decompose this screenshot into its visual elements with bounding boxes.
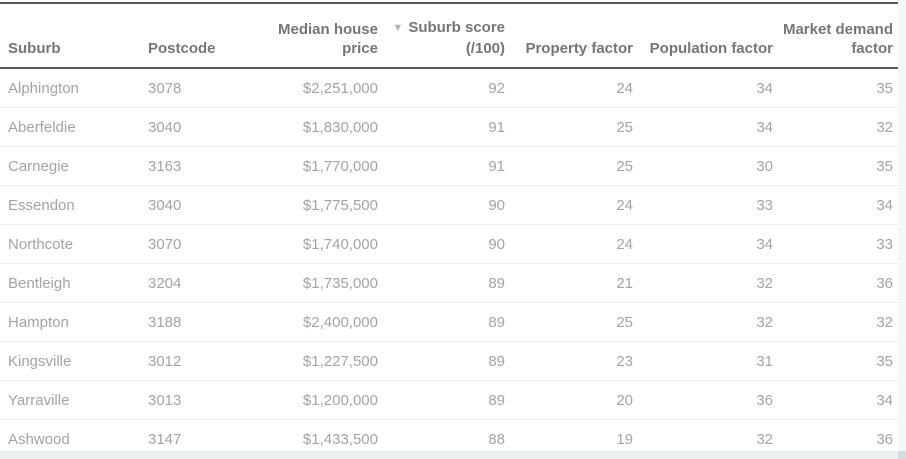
cell-suburb: Kingsville xyxy=(0,341,148,381)
column-header-postcode[interactable]: Postcode xyxy=(148,3,248,69)
column-header-market-demand-factor[interactable]: Market demand factor xyxy=(773,3,898,69)
cell-suburb-score: 91 xyxy=(378,107,505,147)
cell-postcode: 3040 xyxy=(148,107,248,147)
scrollbar-corner xyxy=(898,451,906,459)
table-row: Yarraville 3013 $1,200,000 89 20 36 34 xyxy=(0,380,898,420)
cell-median-house-price: $2,251,000 xyxy=(302,79,378,97)
cell-market-demand-factor: 35 xyxy=(876,79,893,97)
column-header-suburb[interactable]: Suburb xyxy=(0,3,148,69)
cell-suburb-score: 89 xyxy=(378,302,505,342)
table-row: Carnegie 3163 $1,770,000 91 25 30 35 xyxy=(0,146,898,186)
cell-suburb: Yarraville xyxy=(0,380,148,420)
table-row: Hampton 3188 $2,400,000 89 25 32 32 xyxy=(0,302,898,342)
table-row: Northcote 3070 $1,740,000 90 24 34 33 xyxy=(0,224,898,264)
cell-population-factor: 32 xyxy=(633,302,773,342)
cell-market-demand-factor: 32 xyxy=(773,107,898,147)
cell-postcode: 3012 xyxy=(148,341,248,381)
cell-population-factor: 33 xyxy=(633,185,773,225)
cell-median-house-price: $2,400,000 xyxy=(248,302,378,342)
cell-postcode: 3078 xyxy=(148,79,182,97)
cell-postcode: 3013 xyxy=(148,380,248,420)
cell-median-house-price: $1,775,500 xyxy=(248,185,378,225)
cell-suburb: Aberfeldie xyxy=(0,107,148,147)
cell-population-factor: 30 xyxy=(633,146,773,186)
cell-market-demand-factor: 35 xyxy=(773,341,898,381)
cell-property-factor: 25 xyxy=(505,302,633,342)
cell-property-factor: 24 xyxy=(505,224,633,264)
cell-market-demand-factor: 32 xyxy=(773,302,898,342)
cell-postcode: 3163 xyxy=(148,146,248,186)
sort-descending-icon: ▼ xyxy=(392,22,404,34)
cell-suburb: Alphington xyxy=(8,79,79,97)
cell-median-house-price: $1,740,000 xyxy=(248,224,378,264)
cell-postcode: 3188 xyxy=(148,302,248,342)
cell-population-factor: 34 xyxy=(756,79,773,97)
cell-suburb-score: 91 xyxy=(378,146,505,186)
cell-suburb: Hampton xyxy=(0,302,148,342)
header-row: Suburb Postcode Median house price ▼ Subu… xyxy=(0,3,898,69)
table-row: Alphington 3078 $2,251,000 92 24 34 35 xyxy=(0,68,898,108)
column-header-suburb-score[interactable]: ▼ Suburb score (/100) xyxy=(378,3,505,69)
cell-market-demand-factor: 34 xyxy=(773,185,898,225)
column-header-property-factor[interactable]: Property factor xyxy=(505,3,633,69)
cell-postcode: 3040 xyxy=(148,185,248,225)
table-row: Essendon 3040 $1,775,500 90 24 33 34 xyxy=(0,185,898,225)
cell-postcode: 3070 xyxy=(148,224,248,264)
cell-market-demand-factor: 35 xyxy=(773,146,898,186)
cell-property-factor: 24 xyxy=(616,79,633,97)
cell-market-demand-factor: 33 xyxy=(773,224,898,264)
cell-property-factor: 23 xyxy=(505,341,633,381)
cell-population-factor: 36 xyxy=(633,380,773,420)
cell-property-factor: 25 xyxy=(505,146,633,186)
cell-population-factor: 34 xyxy=(633,107,773,147)
cell-suburb-score: 89 xyxy=(378,263,505,303)
cell-population-factor: 32 xyxy=(633,263,773,303)
cell-property-factor: 20 xyxy=(505,380,633,420)
vertical-scrollbar[interactable] xyxy=(898,0,906,459)
table-row: Kingsville 3012 $1,227,500 89 23 31 35 xyxy=(0,341,898,381)
table-row: Bentleigh 3204 $1,735,000 89 21 32 36 xyxy=(0,263,898,303)
cell-suburb: Bentleigh xyxy=(0,263,148,303)
cell-suburb-score: 90 xyxy=(378,224,505,264)
cell-median-house-price: $1,830,000 xyxy=(248,107,378,147)
column-header-suburb-score-label: Suburb score (/100) xyxy=(408,19,505,57)
cell-market-demand-factor: 36 xyxy=(773,263,898,303)
cell-postcode: 3204 xyxy=(148,263,248,303)
cell-suburb-score: 89 xyxy=(378,380,505,420)
cell-population-factor: 31 xyxy=(633,341,773,381)
cell-suburb-score: 90 xyxy=(378,185,505,225)
cell-median-house-price: $1,227,500 xyxy=(248,341,378,381)
cell-market-demand-factor: 34 xyxy=(773,380,898,420)
cell-suburb: Carnegie xyxy=(0,146,148,186)
column-header-median-house-price[interactable]: Median house price xyxy=(248,3,378,69)
cell-property-factor: 25 xyxy=(505,107,633,147)
cell-median-house-price: $1,770,000 xyxy=(248,146,378,186)
cell-suburb: Essendon xyxy=(0,185,148,225)
cell-suburb: Northcote xyxy=(0,224,148,264)
table-row: Aberfeldie 3040 $1,830,000 91 25 34 32 xyxy=(0,107,898,147)
cell-suburb-score: 89 xyxy=(378,341,505,381)
cell-median-house-price: $1,200,000 xyxy=(248,380,378,420)
cell-suburb-score: 92 xyxy=(488,79,505,97)
cell-population-factor: 34 xyxy=(633,224,773,264)
column-header-population-factor[interactable]: Population factor xyxy=(633,3,773,69)
cell-property-factor: 24 xyxy=(505,185,633,225)
cell-property-factor: 21 xyxy=(505,263,633,303)
horizontal-scrollbar[interactable] xyxy=(0,451,906,459)
cell-median-house-price: $1,735,000 xyxy=(248,263,378,303)
